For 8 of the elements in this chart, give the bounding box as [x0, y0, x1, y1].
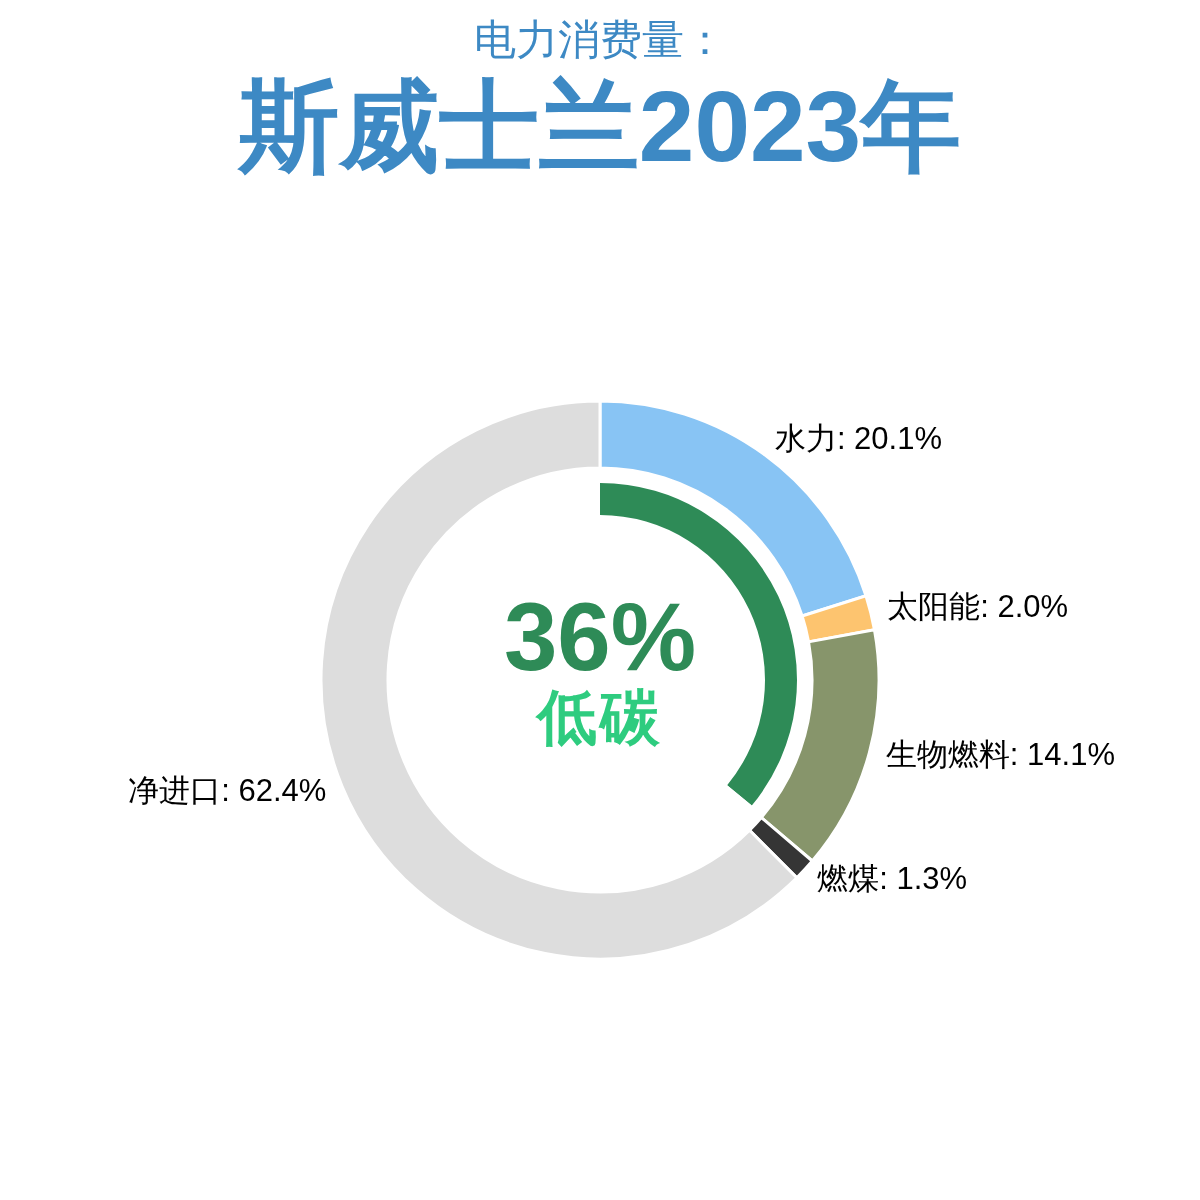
slice-label: 水力: 20.1% [774, 421, 943, 457]
slice-label: 生物燃料: 14.1% [885, 737, 1115, 773]
slice-label: 燃煤: 1.3% [817, 861, 968, 897]
chart-subtitle: 电力消费量： [474, 16, 726, 63]
slice-label: 太阳能: 2.0% [887, 588, 1069, 624]
chart-title: 斯威士兰2023年 [236, 70, 962, 182]
slice-label: 低碳 [535, 684, 663, 751]
slice-label: 净进口: 62.4% [128, 773, 327, 809]
